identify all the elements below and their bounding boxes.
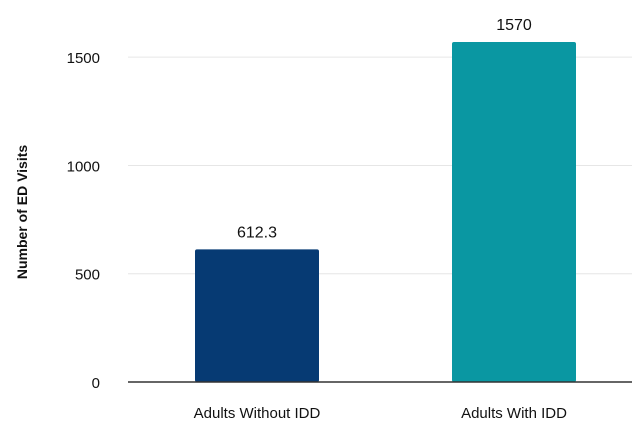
- y-tick-label: 1500: [67, 50, 100, 67]
- y-tick-label: 1000: [67, 158, 100, 175]
- bar: [195, 249, 319, 382]
- y-tick-label: 500: [75, 267, 100, 284]
- data-labels: 612.3 1570: [237, 17, 532, 241]
- category-labels: Adults Without IDD Adults With IDD: [194, 405, 567, 422]
- bar: [452, 42, 576, 382]
- y-axis-title: Number of ED Visits: [14, 145, 30, 280]
- x-category-label: Adults With IDD: [461, 405, 567, 422]
- bars: [195, 42, 576, 382]
- bar-value-label: 612.3: [237, 224, 277, 241]
- y-tick-label: 0: [92, 375, 100, 392]
- x-category-label: Adults Without IDD: [194, 405, 321, 422]
- y-tick-labels: 0 500 1000 1500: [67, 50, 100, 392]
- bar-value-label: 1570: [496, 17, 532, 34]
